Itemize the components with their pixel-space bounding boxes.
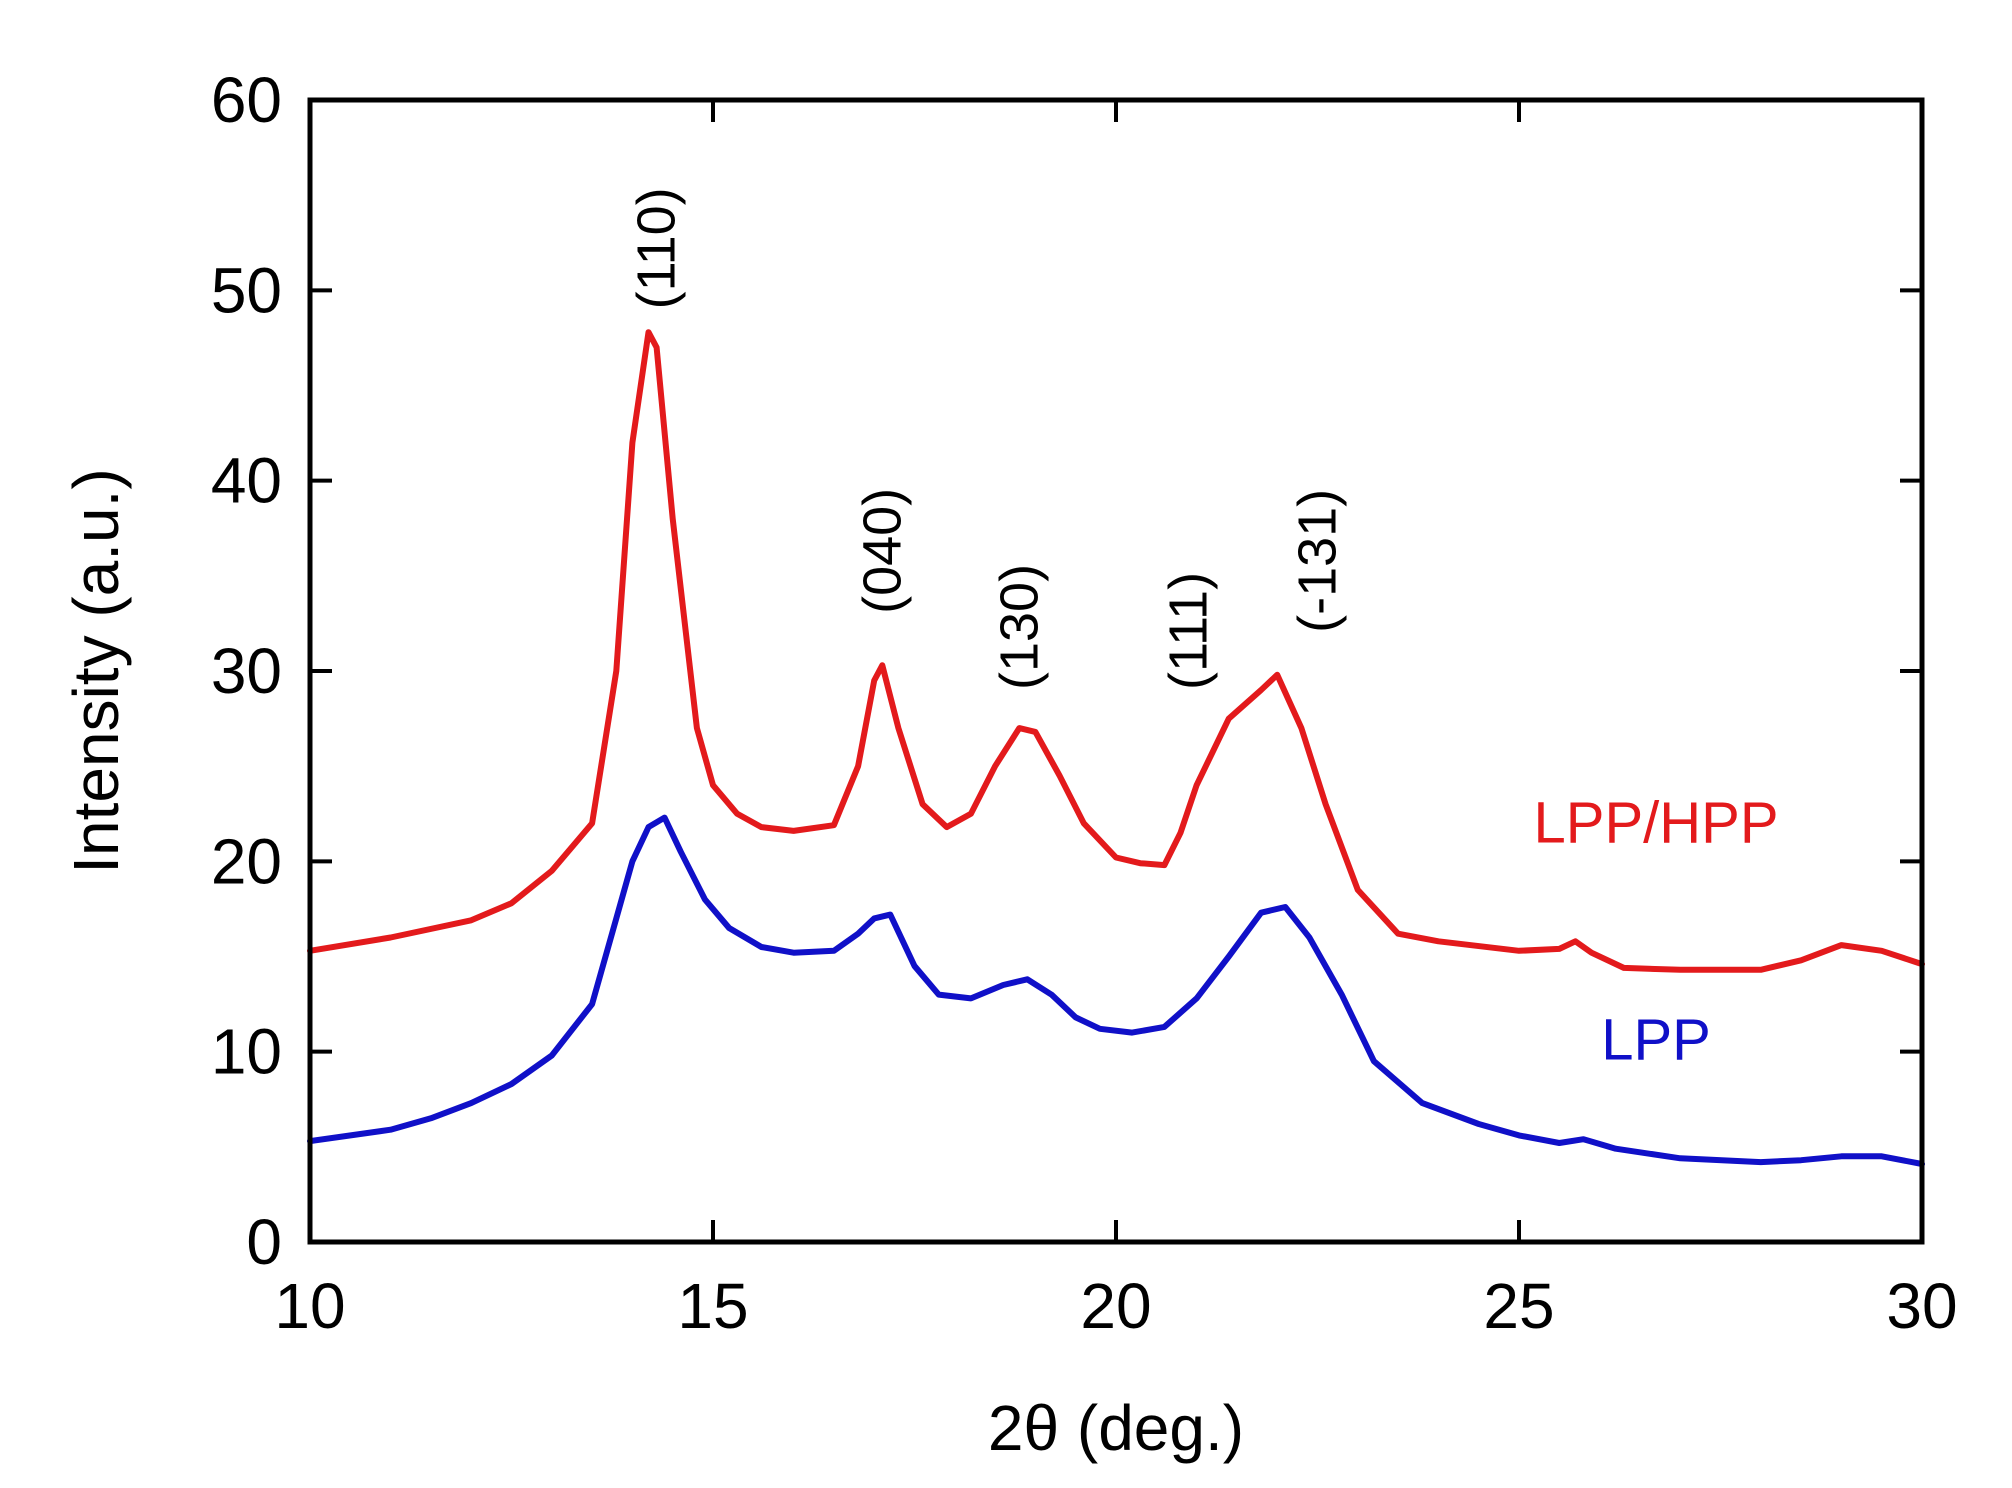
peak-label: (111) [1159,572,1219,690]
series-line-lpp-hpp [307,329,1925,973]
peak-label: (130) [989,564,1049,690]
series-line-lpp [307,814,1925,1167]
y-axis-title: Intensity (a.u.) [60,468,132,874]
x-axis-title: 2θ (deg.) [988,1392,1244,1464]
y-tick-label: 0 [246,1206,282,1278]
y-tick-label: 10 [211,1016,282,1088]
y-tick-label: 50 [211,254,282,326]
peak-label: (-131) [1288,489,1348,633]
series-layer [307,329,1925,1167]
y-tick-label: 30 [211,635,282,707]
x-tick-label: 25 [1483,1270,1554,1342]
y-tick-label: 60 [211,64,282,136]
x-tick-label: 15 [677,1270,748,1342]
x-tick-label: 20 [1080,1270,1151,1342]
y-tick-label: 40 [211,445,282,517]
x-tick-label: 30 [1886,1270,1957,1342]
series-label: LPP/HPP [1534,790,1779,855]
peak-label: (110) [627,187,687,309]
annotations-layer: (110) (040) (130) (111) (-131) LPP/HPP LPP [627,187,1779,1072]
y-tick-label: 20 [211,825,282,897]
x-tick-label: 10 [274,1270,345,1342]
series-label: LPP [1601,1007,1711,1072]
peak-label: (040) [852,488,912,614]
